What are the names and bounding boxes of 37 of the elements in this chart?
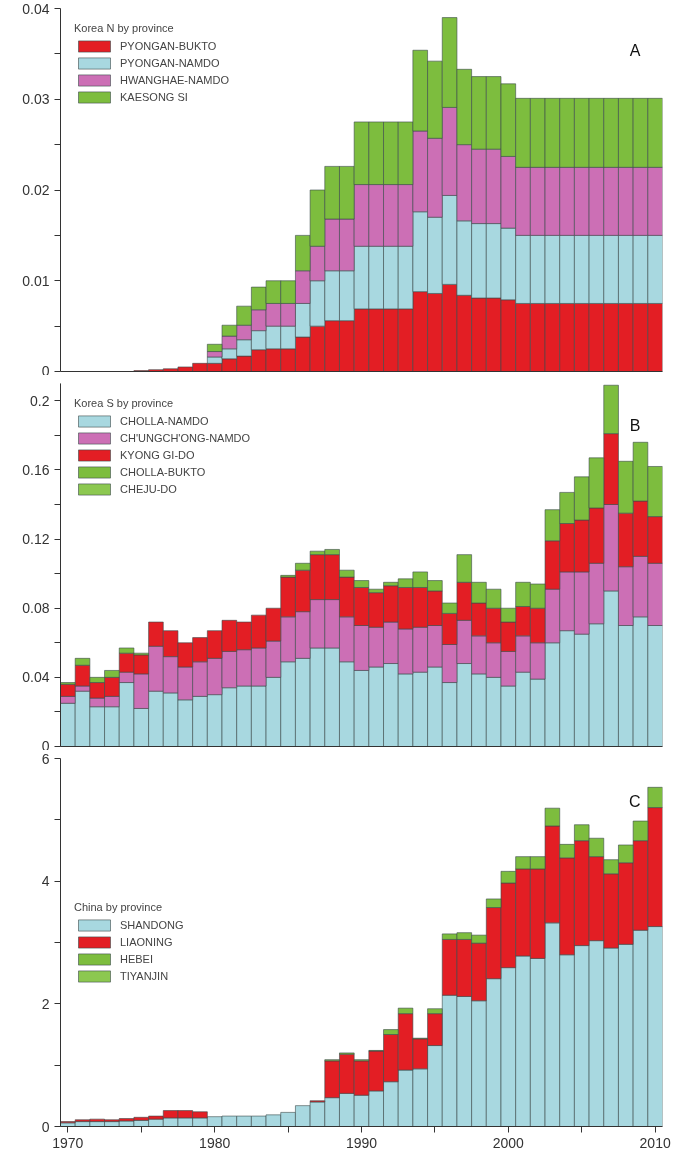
legend-label: SHANDONG (120, 918, 184, 932)
x-tick-label: 1980 (199, 1134, 231, 1151)
legend-label: LIAONING (120, 935, 173, 949)
legend-label: HEBEI (120, 952, 154, 966)
legend-label: CHEJU-DO (120, 482, 177, 496)
y-tick-label: 2 (41, 995, 50, 1012)
legend-label: KYONG GI-DO (120, 448, 195, 462)
x-tick-label: 2010 (639, 1134, 671, 1151)
legend-label: TIYANJIN (120, 969, 169, 983)
legend-title: Korea N by province (74, 22, 175, 34)
legend-label: CH'UNGCH'ONG-NAMDO (120, 431, 251, 445)
x-tick-label: 1990 (345, 1134, 378, 1151)
annotation: C (628, 793, 641, 811)
annotation: B (629, 417, 641, 435)
legend-label: CHOLLA-NAMDO (120, 414, 209, 428)
y-tick-label: 0.04 (22, 669, 50, 686)
y-tick-label: 0.03 (22, 91, 50, 108)
y-tick-label: 0.16 (22, 461, 50, 478)
legend-title: China by province (74, 901, 164, 913)
legend-label: PYONGAN-BUKTO (120, 39, 217, 53)
legend-label: KAESONG SI (120, 90, 188, 104)
legend-label: PYONGAN-NAMDO (120, 56, 220, 70)
y-tick-label: 0.2 (30, 392, 50, 409)
x-tick-label: 1970 (52, 1134, 84, 1151)
annotation: A (629, 42, 641, 60)
y-tick-label: 0.12 (22, 531, 50, 548)
legend-title: Korea S by province (74, 397, 175, 409)
legend-label: HWANGHAE-NAMDO (120, 73, 229, 87)
y-tick-label: 0 (41, 362, 50, 379)
y-tick-label: 0.01 (22, 272, 50, 289)
legend-label: CHOLLA-BUKTO (120, 465, 206, 479)
y-tick-label: 4 (41, 873, 50, 890)
y-tick-label: 0.04 (22, 0, 50, 17)
y-tick-label: 0.08 (22, 600, 50, 617)
y-tick-label: 0.02 (22, 182, 50, 198)
y-tick-label: 0 (41, 1118, 50, 1135)
x-tick-label: 2000 (492, 1134, 525, 1151)
